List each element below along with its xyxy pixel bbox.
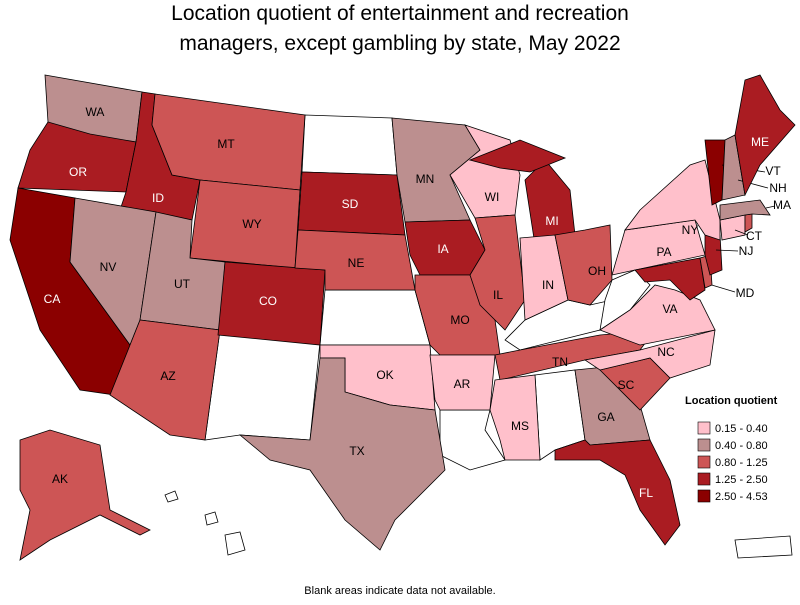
leader-line bbox=[765, 205, 776, 209]
state bbox=[468, 139, 567, 173]
state-label: WI bbox=[485, 190, 500, 204]
legend-label: 0.40 - 0.80 bbox=[715, 440, 768, 452]
state-label: SD bbox=[342, 197, 359, 211]
state-label: NH bbox=[769, 181, 786, 195]
state bbox=[469, 214, 526, 331]
state-label: CT bbox=[746, 229, 763, 243]
state-blank bbox=[204, 511, 219, 526]
state-label: ID bbox=[152, 191, 164, 205]
state bbox=[524, 159, 576, 246]
state-label: IA bbox=[437, 242, 448, 256]
states: WA OR CA ID NV MT WY UT AZ CO SD NE OK TX MN IA MO AR WI IL… bbox=[9, 74, 796, 561]
legend: Location quotient 0.15 - 0.40 0.40 - 0.80 0… bbox=[685, 395, 778, 503]
state-label: PA bbox=[656, 245, 671, 259]
state-label: MO bbox=[450, 313, 469, 327]
state-blank bbox=[164, 490, 179, 503]
state-label: IL bbox=[493, 288, 503, 302]
state-label: MD bbox=[736, 286, 755, 300]
state bbox=[583, 329, 716, 379]
state-label: VT bbox=[765, 164, 781, 178]
state-label: OK bbox=[376, 368, 393, 382]
state-label: FL bbox=[639, 486, 653, 500]
state-label: TX bbox=[349, 444, 364, 458]
state-blank bbox=[204, 329, 321, 441]
state-label: OR bbox=[69, 165, 87, 179]
state-label: AR bbox=[454, 377, 471, 391]
state bbox=[489, 374, 541, 461]
state-label: OH bbox=[588, 264, 606, 278]
state-blank bbox=[734, 535, 793, 559]
state-label: MA bbox=[773, 198, 791, 212]
state-label: NE bbox=[348, 256, 365, 270]
state bbox=[19, 429, 151, 561]
state bbox=[429, 354, 496, 411]
state bbox=[624, 159, 721, 241]
state-label: MN bbox=[416, 172, 435, 186]
footnote: Blank areas indicate data not available. bbox=[304, 585, 495, 597]
legend-label: 0.15 - 0.40 bbox=[715, 423, 768, 435]
legend-swatch bbox=[697, 489, 711, 503]
state bbox=[734, 74, 796, 197]
state-blank bbox=[319, 289, 431, 346]
leader-line bbox=[715, 249, 739, 252]
state-label: WY bbox=[242, 217, 261, 231]
legend-swatch bbox=[697, 472, 711, 486]
state-label: NV bbox=[100, 260, 117, 274]
state-label: TN bbox=[552, 355, 568, 369]
state bbox=[238, 357, 446, 551]
legend-swatch bbox=[697, 455, 711, 469]
state-label: AZ bbox=[160, 369, 175, 383]
state-label: MS bbox=[511, 419, 529, 433]
state-blank bbox=[224, 531, 246, 556]
state-label: NJ bbox=[739, 244, 754, 258]
state-label: IN bbox=[542, 278, 554, 292]
title-line: Location quotient of entertainment and r… bbox=[171, 2, 629, 25]
state bbox=[294, 229, 416, 291]
state bbox=[554, 224, 613, 306]
state-blank bbox=[301, 114, 398, 176]
state-label: MI bbox=[545, 214, 558, 228]
legend-title: Location quotient bbox=[685, 395, 778, 407]
state-label: VA bbox=[662, 302, 677, 316]
leader-line bbox=[734, 229, 749, 236]
legend-label: 0.80 - 1.25 bbox=[715, 457, 768, 469]
legend-swatch bbox=[697, 438, 711, 452]
state-label: GA bbox=[597, 410, 614, 424]
legend-label: 1.25 - 2.50 bbox=[715, 474, 768, 486]
state-label: MT bbox=[217, 137, 235, 151]
state bbox=[554, 439, 681, 546]
title-line: managers, except gambling by state, May … bbox=[179, 32, 620, 55]
state bbox=[719, 199, 771, 221]
state-label: ME bbox=[751, 135, 769, 149]
state-label: AK bbox=[52, 472, 68, 486]
state-label: NY bbox=[682, 223, 699, 237]
state-label: NC bbox=[657, 345, 675, 359]
state-label: CA bbox=[44, 292, 61, 306]
state-label: WA bbox=[86, 105, 105, 119]
state-label: SC bbox=[618, 378, 635, 392]
legend-label: 2.50 - 4.53 bbox=[715, 491, 768, 503]
state-label: UT bbox=[174, 277, 191, 291]
state-label: CO bbox=[259, 294, 277, 308]
legend-swatch bbox=[697, 421, 711, 435]
